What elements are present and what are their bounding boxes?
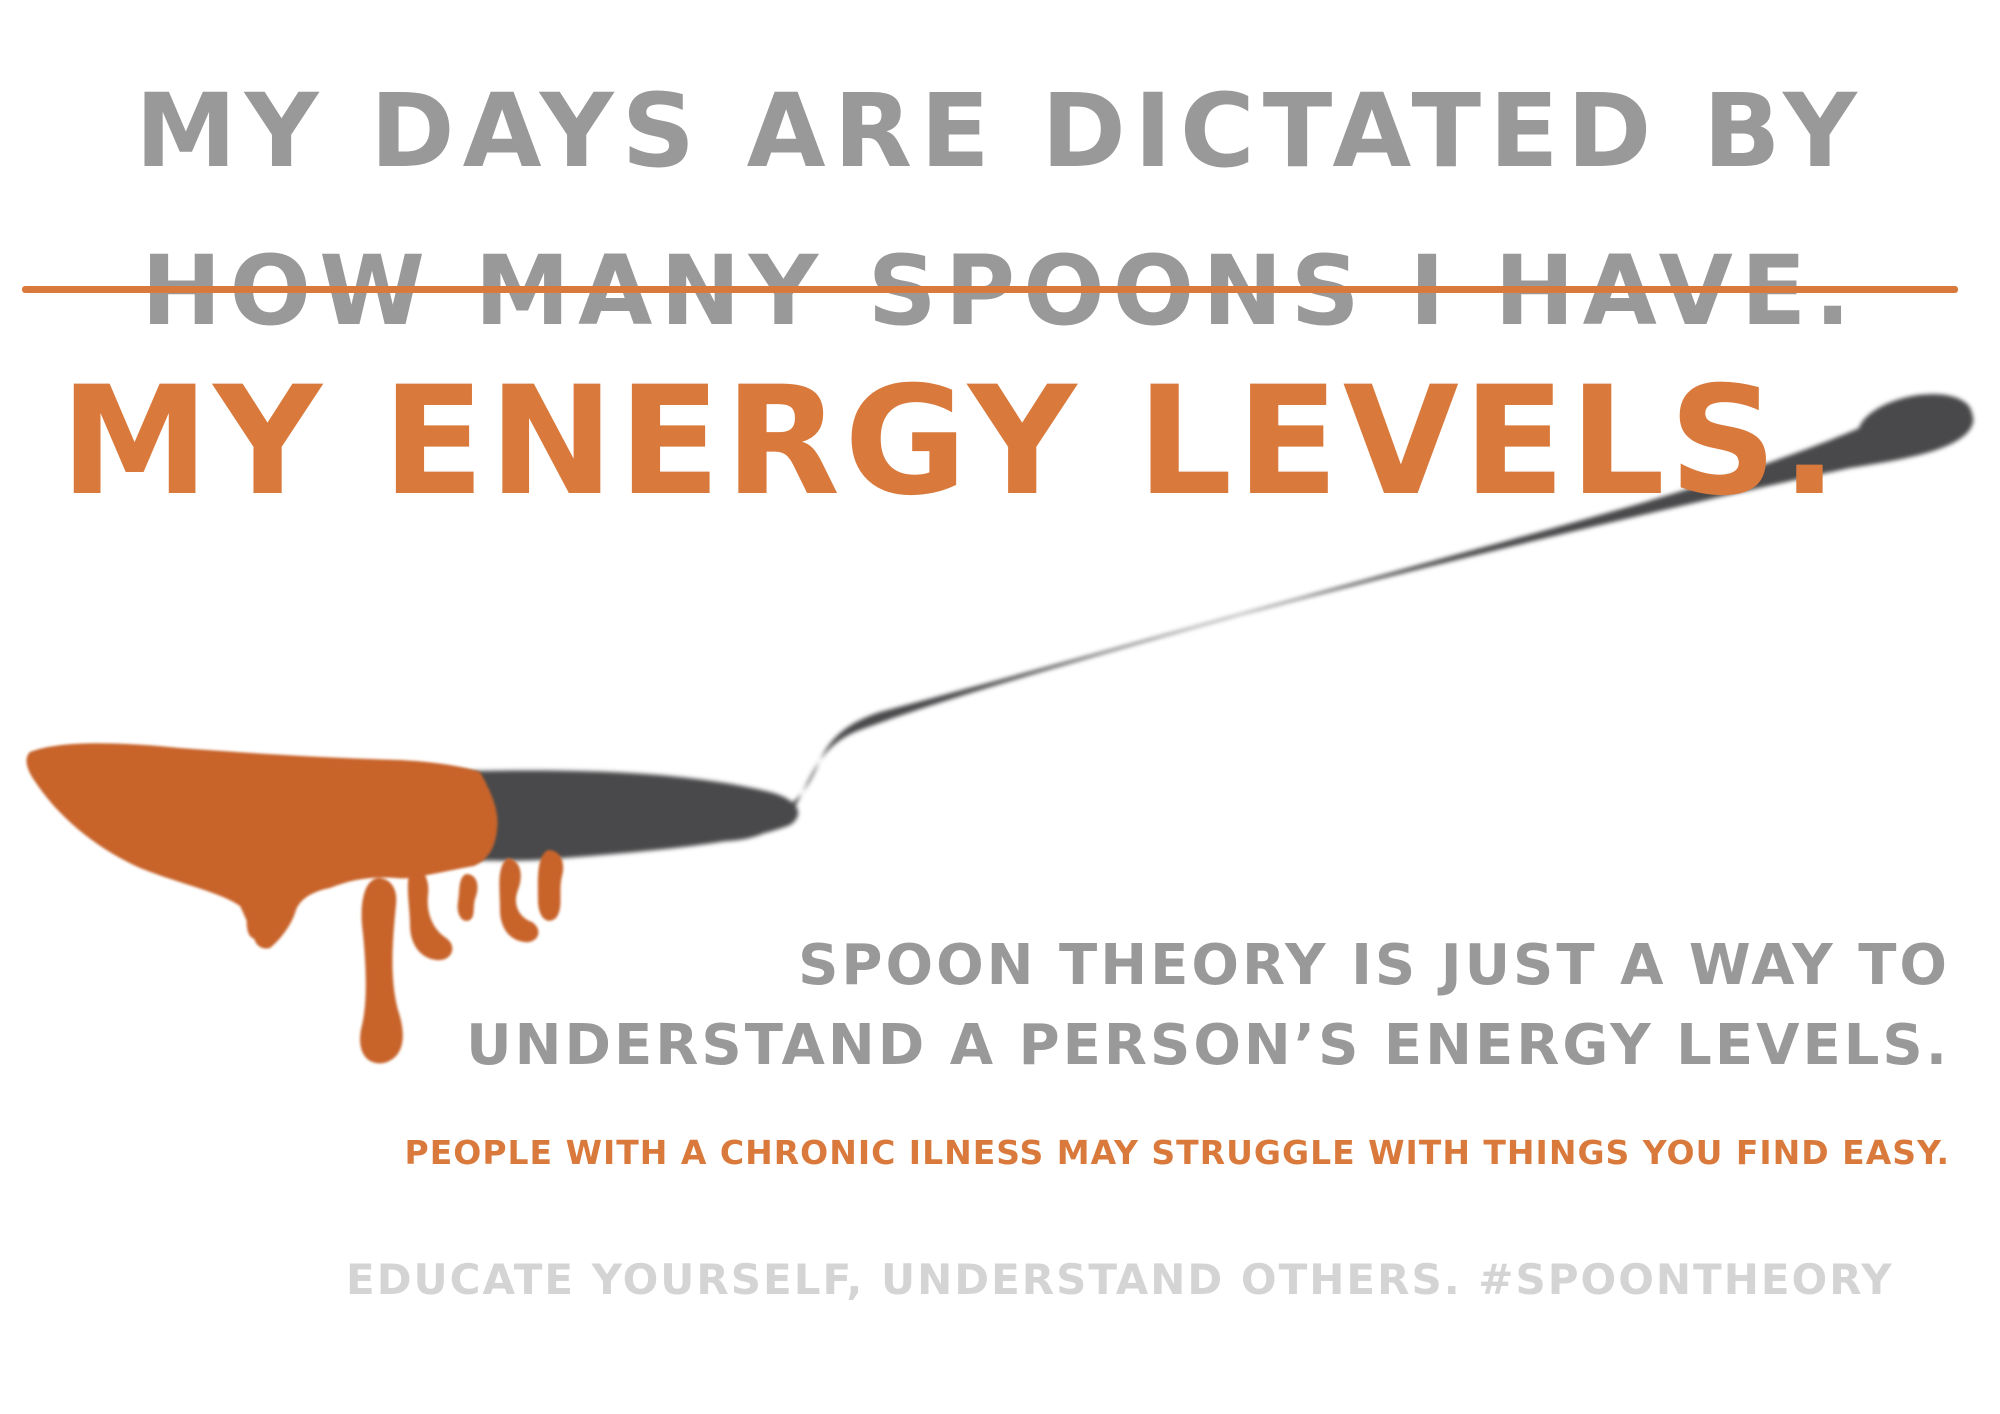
headline-line-1: MY DAYS ARE DICTATED BY [135,72,1865,191]
body-line-2: UNDERSTAND A PERSON’S ENERGY LEVELS. [466,1013,1950,1078]
headline-line-3-energy: MY ENERGY LEVELS. [60,355,1842,529]
strikethrough-line [22,286,1958,293]
body-line-3-chronic-illness: PEOPLE WITH A CHRONIC ILNESS MAY STRUGGL… [404,1133,1950,1172]
body-line-1: SPOON THEORY IS JUST A WAY TO [798,933,1950,998]
footer-tagline: EDUCATE YOURSELF, UNDERSTAND OTHERS. #SP… [346,1255,1894,1304]
